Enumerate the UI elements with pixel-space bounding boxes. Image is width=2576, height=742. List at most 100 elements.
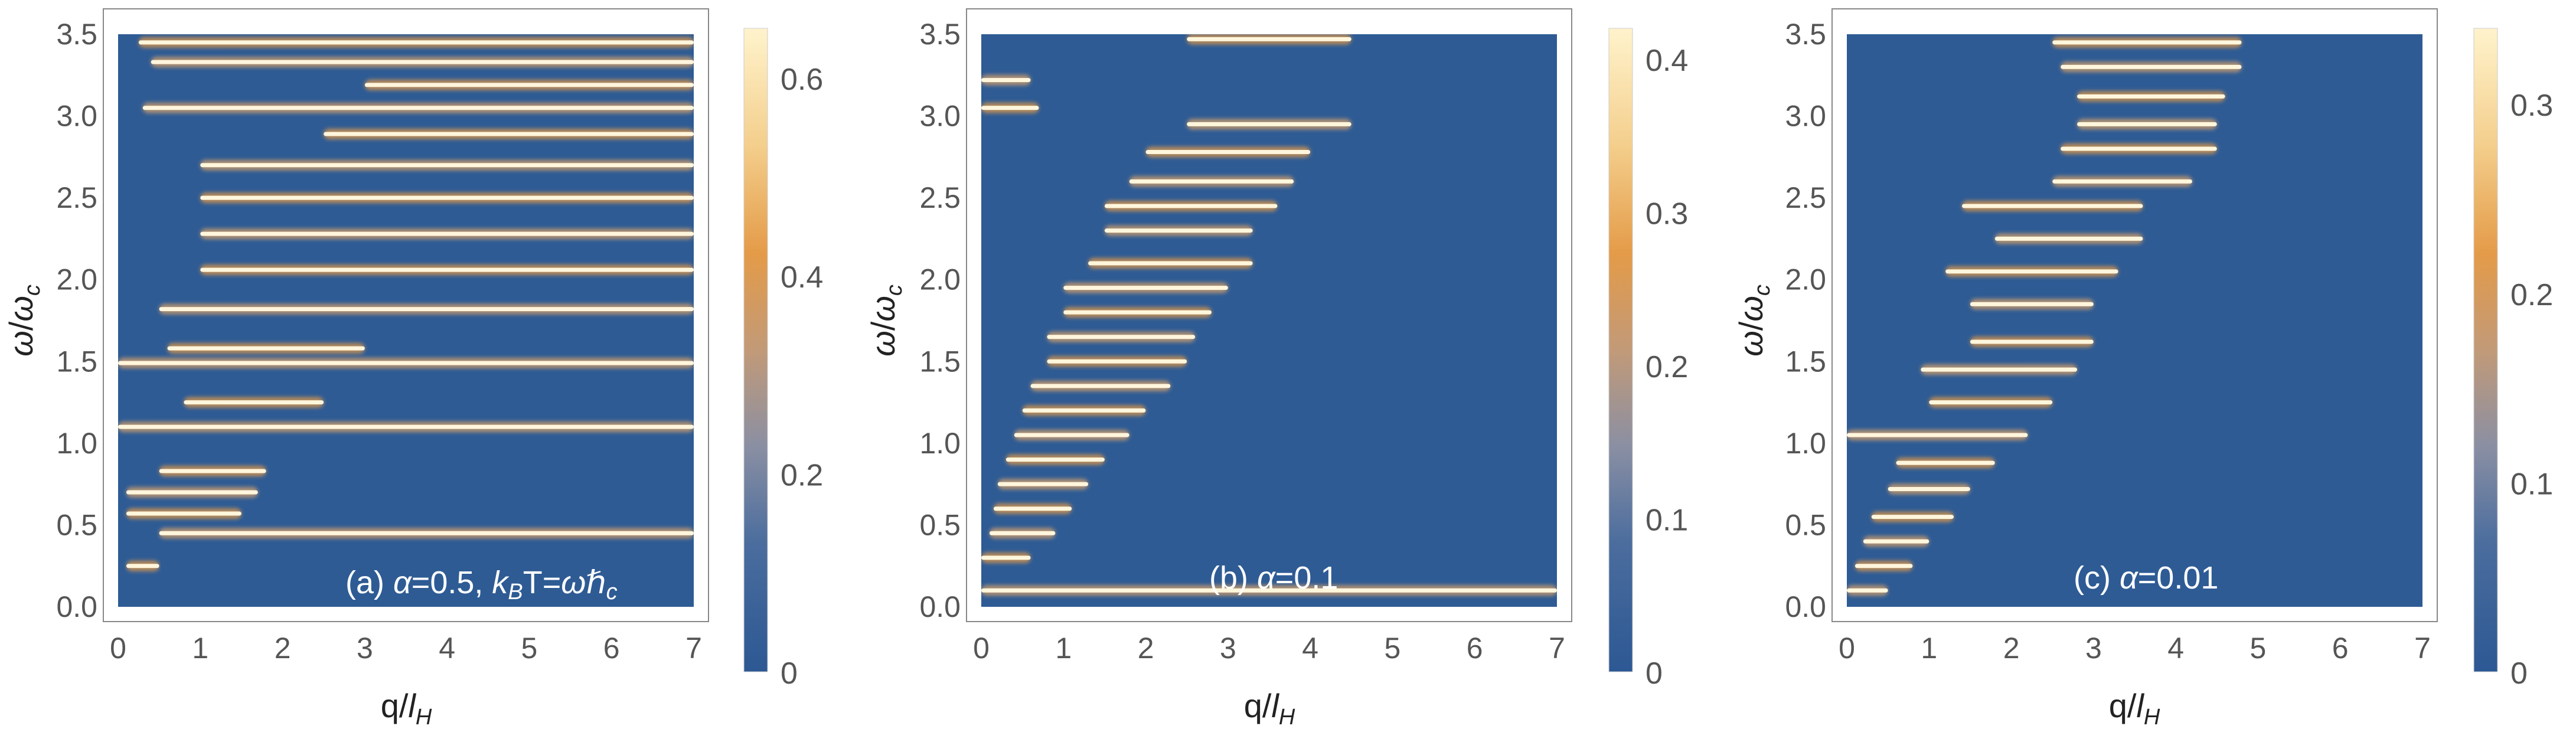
panel-c-y-tick: 0.5 (1785, 508, 1826, 541)
panel-c-colorbar-tick: 0.1 (2510, 467, 2553, 501)
panel-a-band (126, 511, 241, 516)
panel-c-x-tick: 2 (2003, 632, 2020, 665)
panel-b-band (993, 506, 1072, 511)
panel-b-y-tick: 2.5 (919, 181, 961, 214)
panel-c-colorbar-tick: 0 (2510, 656, 2528, 691)
panel-a-band (151, 60, 694, 64)
panel-c-y-tick: 3.5 (1785, 18, 1826, 51)
panel-c-band (2061, 146, 2217, 151)
panel-c-colorbar-ticks: 0 0.1 0.2 0.3 (2510, 89, 2553, 691)
panel-a-colorbar-ticks: 0 0.2 0.4 0.6 (781, 63, 823, 691)
panel-c-y-label: ω/ωc (1732, 285, 1775, 357)
panel-a-bands (118, 37, 694, 571)
panel-c-band (1896, 460, 1995, 465)
panel-a-colorbar (743, 28, 768, 672)
panel-c-band (1970, 339, 2094, 344)
panel-b-band (997, 482, 1089, 486)
panel-c-colorbar-tick: 0.3 (2510, 89, 2553, 123)
panel-c-y-tick: 3.0 (1785, 100, 1826, 133)
panel-a-x-tick: 2 (275, 632, 291, 665)
panel-a: 0 1 2 3 4 5 6 7 0.0 0.5 1.0 1.5 2.0 2.5 … (2, 8, 823, 730)
panel-b-band (981, 588, 1557, 593)
panel-c-band (1888, 486, 1970, 491)
panel-b-x-tick: 4 (1302, 632, 1318, 665)
panel-a-band (364, 83, 694, 87)
panel-b-y-tick: 3.5 (919, 18, 961, 51)
panel-a-colorbar-tick: 0 (781, 656, 798, 691)
panel-b-band (1047, 359, 1187, 364)
panel-a-x-tick: 7 (685, 632, 702, 665)
panel-c-band (1994, 236, 2143, 241)
panel-c-y-tick: 1.5 (1785, 345, 1826, 378)
panel-c-band (1855, 564, 1913, 568)
panel-b-band (1047, 335, 1196, 339)
panel-a-x-tick: 6 (603, 632, 620, 665)
panel-a-x-tick: 4 (439, 632, 455, 665)
panel-a-colorbar-tick: 0.6 (781, 63, 823, 97)
panel-b-y-tick: 0.5 (919, 508, 961, 541)
panel-b-x-ticks: 0 1 2 3 4 5 6 7 (973, 632, 1565, 665)
panel-c-band (2052, 179, 2192, 184)
panel-b-band (1104, 204, 1278, 208)
panel-b-band (1145, 150, 1311, 155)
panel-b-colorbar-tick: 0.3 (1645, 197, 1688, 231)
panel-c-bands (1847, 37, 2242, 596)
panel-b-x-tick: 0 (973, 632, 990, 665)
panel-c-band (2061, 64, 2242, 69)
panel-b-band (981, 106, 1039, 110)
panel-c-plot-area (1847, 34, 2422, 607)
panel-a-band (184, 400, 324, 405)
panel-a-band (159, 531, 694, 535)
panel-a-band (142, 106, 694, 110)
panel-b-y-label: ω/ωc (864, 285, 907, 357)
panel-b-x-tick: 2 (1138, 632, 1154, 665)
panel-c-y-ticks: 0.0 0.5 1.0 1.5 2.0 2.5 3.0 3.5 (1785, 18, 1826, 623)
panel-a-plot-area (118, 34, 694, 607)
panel-b-y-tick: 1.0 (919, 427, 961, 460)
panel-b-y-ticks: 0.0 0.5 1.0 1.5 2.0 2.5 3.0 3.5 (919, 18, 961, 623)
panel-b-x-tick: 5 (1384, 632, 1400, 665)
panel-b-band (1063, 286, 1228, 290)
panel-a-colorbar-tick: 0.4 (781, 260, 823, 295)
panel-b-band (1063, 310, 1212, 315)
panel-a-y-tick: 0.0 (56, 590, 97, 623)
panel-c-x-tick: 3 (2085, 632, 2102, 665)
panel-b-band (981, 78, 1031, 83)
panel-a-band (200, 267, 694, 272)
panel-c-band (1863, 539, 1929, 544)
panel-a-band (324, 132, 694, 136)
panel-c-x-label: q/lH (2109, 687, 2160, 730)
panel-c-annotation: (c) α=0.01 (2074, 560, 2218, 596)
panel-a-y-tick: 2.0 (56, 263, 97, 296)
panel-b-band (1129, 179, 1294, 184)
panel-c-x-tick: 4 (2167, 632, 2184, 665)
panel-b-x-tick: 1 (1055, 632, 1072, 665)
panel-b-y-tick: 0.0 (919, 590, 961, 623)
panel-b: 0 1 2 3 4 5 6 7 0.0 0.5 1.0 1.5 2.0 2.5 … (864, 8, 1688, 730)
panel-a-y-tick: 3.0 (56, 100, 97, 133)
panel-a-x-label: q/lH (381, 687, 432, 730)
panel-c-y-tick: 2.0 (1785, 263, 1826, 296)
panel-b-plot-area (981, 34, 1557, 607)
panel-c-band (1921, 367, 2077, 372)
panel-b-band (1104, 228, 1253, 233)
panel-a-band (159, 307, 694, 312)
panel-a-band (118, 424, 694, 429)
panel-c-band (1945, 269, 2118, 274)
panel-c-x-ticks: 0 1 2 3 4 5 6 7 (1839, 632, 2431, 665)
panel-a-band (200, 231, 694, 236)
panel-c-x-tick: 5 (2249, 632, 2266, 665)
panel-a-band (138, 40, 694, 45)
panel-c-x-tick: 6 (2332, 632, 2349, 665)
panel-a-band (118, 361, 694, 365)
panel-a-y-tick: 1.0 (56, 427, 97, 460)
panel-a-band (200, 163, 694, 168)
panel-a-band (167, 346, 365, 351)
panel-a-band (200, 195, 694, 200)
panel-b-y-tick: 1.5 (919, 345, 961, 378)
panel-b-x-label: q/lH (1244, 687, 1295, 730)
panel-b-band (1030, 384, 1171, 388)
panel-b-band (1014, 433, 1129, 437)
panel-c-band (1962, 204, 2143, 208)
